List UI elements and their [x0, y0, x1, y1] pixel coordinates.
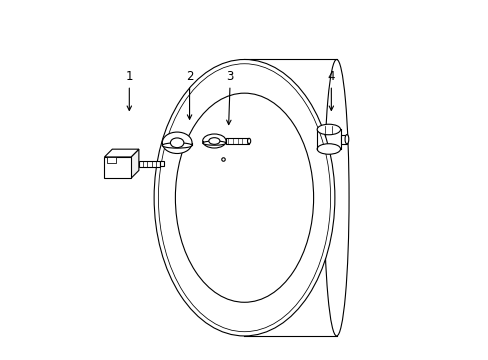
Ellipse shape — [202, 141, 225, 145]
Ellipse shape — [247, 138, 250, 144]
Ellipse shape — [317, 144, 340, 154]
Ellipse shape — [154, 59, 334, 336]
Ellipse shape — [208, 138, 220, 144]
Text: 1: 1 — [125, 69, 133, 111]
Polygon shape — [225, 138, 248, 144]
Text: 2: 2 — [185, 69, 193, 119]
Text: 4: 4 — [327, 69, 334, 111]
Ellipse shape — [162, 132, 192, 153]
Polygon shape — [139, 161, 160, 167]
Text: 3: 3 — [226, 69, 234, 125]
Polygon shape — [104, 149, 139, 157]
Ellipse shape — [345, 135, 348, 144]
Ellipse shape — [162, 143, 192, 148]
Polygon shape — [107, 157, 116, 163]
Ellipse shape — [175, 93, 313, 302]
Polygon shape — [340, 135, 346, 144]
Ellipse shape — [202, 134, 225, 148]
Polygon shape — [131, 149, 139, 178]
Polygon shape — [104, 157, 131, 178]
Ellipse shape — [324, 59, 348, 336]
Polygon shape — [160, 161, 163, 166]
Ellipse shape — [170, 138, 183, 148]
Ellipse shape — [317, 124, 340, 135]
